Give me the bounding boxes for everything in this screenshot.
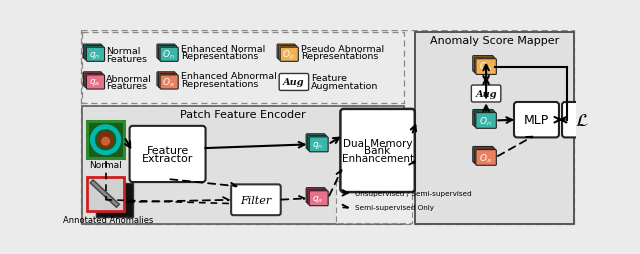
FancyBboxPatch shape: [160, 48, 178, 62]
Text: $O_p$: $O_p$: [282, 49, 295, 61]
Text: Extractor: Extractor: [142, 153, 193, 163]
Text: Representations: Representations: [180, 80, 258, 89]
Circle shape: [98, 133, 113, 148]
FancyBboxPatch shape: [474, 112, 495, 127]
Text: $q_n$: $q_n$: [89, 50, 100, 60]
Text: Aug: Aug: [476, 90, 497, 99]
FancyBboxPatch shape: [85, 74, 103, 88]
FancyBboxPatch shape: [336, 181, 412, 223]
Text: Normal: Normal: [89, 160, 122, 169]
FancyBboxPatch shape: [415, 33, 573, 224]
FancyBboxPatch shape: [280, 48, 298, 62]
Text: $O_a$: $O_a$: [162, 76, 175, 89]
FancyBboxPatch shape: [308, 189, 326, 204]
Text: Features: Features: [106, 82, 147, 91]
FancyBboxPatch shape: [85, 46, 103, 60]
Circle shape: [102, 138, 109, 146]
Text: Representations: Representations: [180, 52, 258, 61]
FancyBboxPatch shape: [159, 74, 177, 88]
FancyBboxPatch shape: [83, 45, 102, 59]
FancyBboxPatch shape: [159, 46, 177, 60]
Text: MLP: MLP: [524, 114, 549, 127]
FancyBboxPatch shape: [86, 76, 104, 90]
FancyBboxPatch shape: [86, 48, 104, 62]
FancyBboxPatch shape: [87, 122, 124, 158]
FancyBboxPatch shape: [157, 45, 175, 59]
Text: Representations: Representations: [301, 52, 378, 61]
FancyBboxPatch shape: [514, 103, 559, 138]
FancyBboxPatch shape: [306, 188, 325, 203]
Text: Semi-supervised Only: Semi-supervised Only: [355, 205, 434, 211]
Text: $O_p$: $O_p$: [479, 61, 492, 74]
Text: Augmentation: Augmentation: [311, 81, 378, 90]
FancyBboxPatch shape: [474, 58, 495, 74]
Text: Bank: Bank: [364, 146, 391, 156]
FancyBboxPatch shape: [309, 191, 328, 206]
FancyBboxPatch shape: [476, 150, 497, 166]
FancyBboxPatch shape: [231, 185, 281, 215]
FancyBboxPatch shape: [277, 45, 295, 59]
Text: $O_a$: $O_a$: [479, 152, 492, 164]
FancyBboxPatch shape: [340, 109, 415, 192]
FancyBboxPatch shape: [81, 31, 573, 225]
FancyBboxPatch shape: [473, 147, 493, 163]
FancyBboxPatch shape: [473, 56, 493, 72]
Text: Patch Feature Encoder: Patch Feature Encoder: [180, 109, 306, 119]
Text: Feature: Feature: [311, 74, 347, 83]
Text: Enhanced Abnormal: Enhanced Abnormal: [180, 72, 276, 81]
FancyBboxPatch shape: [309, 137, 328, 152]
FancyBboxPatch shape: [474, 148, 495, 164]
Text: Abnormal: Abnormal: [106, 74, 152, 83]
Text: $q_a$: $q_a$: [312, 193, 324, 204]
Text: $q_a$: $q_a$: [89, 77, 100, 88]
FancyBboxPatch shape: [83, 106, 404, 224]
Text: Dual Memory: Dual Memory: [343, 138, 412, 148]
FancyBboxPatch shape: [279, 74, 308, 91]
FancyBboxPatch shape: [476, 59, 497, 75]
Text: Filter: Filter: [240, 195, 271, 205]
FancyBboxPatch shape: [129, 126, 205, 182]
FancyBboxPatch shape: [96, 183, 134, 217]
FancyBboxPatch shape: [87, 177, 124, 211]
FancyBboxPatch shape: [562, 103, 601, 138]
Text: Features: Features: [106, 54, 147, 63]
Text: Enhanced Normal: Enhanced Normal: [180, 44, 265, 53]
Text: Normal: Normal: [106, 47, 141, 56]
Text: Feature: Feature: [147, 146, 189, 155]
Text: $\mathcal{L}$: $\mathcal{L}$: [575, 111, 588, 129]
Text: Aug: Aug: [283, 78, 305, 87]
Text: $q_n$: $q_n$: [312, 139, 324, 150]
Text: $O_n$: $O_n$: [162, 49, 175, 61]
Text: $O_n$: $O_n$: [479, 115, 492, 127]
FancyBboxPatch shape: [278, 46, 297, 60]
FancyBboxPatch shape: [473, 110, 493, 126]
FancyBboxPatch shape: [472, 86, 501, 103]
FancyBboxPatch shape: [83, 72, 102, 87]
FancyBboxPatch shape: [83, 33, 404, 103]
Text: Anomaly Score Mapper: Anomaly Score Mapper: [429, 36, 559, 46]
Text: Enhancement: Enhancement: [342, 154, 413, 164]
Text: Annotated Anomalies: Annotated Anomalies: [63, 215, 153, 224]
FancyBboxPatch shape: [160, 76, 178, 90]
FancyBboxPatch shape: [306, 134, 325, 149]
Text: Pseudo Abnormal: Pseudo Abnormal: [301, 44, 384, 53]
FancyBboxPatch shape: [308, 136, 326, 151]
FancyBboxPatch shape: [157, 72, 175, 87]
Text: Unsupervised / Semi-supervised: Unsupervised / Semi-supervised: [355, 190, 472, 196]
FancyBboxPatch shape: [476, 113, 497, 129]
